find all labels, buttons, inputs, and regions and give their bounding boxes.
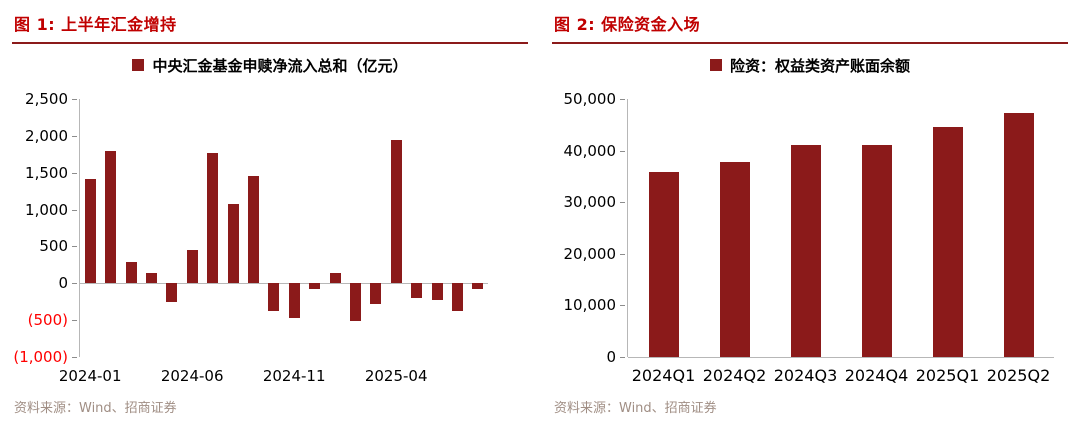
x-axis-tick-label: 2024-01 xyxy=(58,367,122,385)
x-axis-tick-label: 2025Q1 xyxy=(915,366,980,385)
y-axis-tick-label: 30,000 xyxy=(563,193,617,212)
figure-2-source: 资料来源：Wind、招商证券 xyxy=(554,401,717,416)
bar-2024-01 xyxy=(84,178,96,284)
figure-2-title: 图 2: 保险资金入场 xyxy=(554,15,701,34)
bar-2024-08 xyxy=(227,203,239,284)
y-axis-tick-mark xyxy=(72,320,77,322)
bar-2024-06 xyxy=(186,250,198,284)
figure-2-panel: 图 2: 保险资金入场 险资：权益类资产账面余额 50,000 40,000 30,… xyxy=(540,0,1080,442)
bar-2024-05 xyxy=(166,283,178,302)
y-axis-line xyxy=(79,99,80,357)
bar-2025-02 xyxy=(349,283,361,321)
y-axis-line xyxy=(627,99,628,357)
y-axis-tick-mark xyxy=(72,209,77,211)
x-axis-tick-label: 2024Q3 xyxy=(773,366,838,385)
y-axis-tick-mark xyxy=(620,305,625,307)
bar-2025-06 xyxy=(431,283,443,301)
huijin-net-inflow-bar-chart: 2,500 2,000 1,500 1,000 500 0 (500) (1,000) 2024… xyxy=(12,77,528,389)
x-axis-tick-label: 2025Q2 xyxy=(986,366,1051,385)
bar-2024Q1 xyxy=(648,171,679,357)
y-axis-tick-mark xyxy=(620,357,625,358)
x-axis-tick-label: 2024Q2 xyxy=(702,366,767,385)
y-axis-tick-label: 500 xyxy=(39,237,68,256)
y-axis-tick-mark xyxy=(72,172,77,174)
figure-2-legend: 险资：权益类资产账面余额 xyxy=(552,55,1068,75)
y-axis-tick-label: 10,000 xyxy=(563,296,617,315)
x-axis-tick-label: 2024Q1 xyxy=(631,366,696,385)
y-axis-tick-mark xyxy=(72,99,77,100)
figure-2-header: 图 2: 保险资金入场 xyxy=(552,6,1068,44)
bar-2024-03 xyxy=(125,261,137,284)
legend-swatch-icon xyxy=(132,59,145,71)
y-axis-tick-mark xyxy=(620,150,625,152)
bar-2024Q4 xyxy=(861,144,892,357)
y-axis-tick-mark xyxy=(72,135,77,137)
bar-2024-02 xyxy=(105,150,117,284)
zero-baseline xyxy=(628,357,1054,358)
bar-2025Q1 xyxy=(932,126,963,357)
figure-1-header: 图 1: 上半年汇金增持 xyxy=(12,6,528,44)
y-axis-tick-label: (500) xyxy=(27,311,68,330)
figure-1-legend-label: 中央汇金基金申赎净流入总和（亿元） xyxy=(152,56,408,75)
y-axis-tick-mark xyxy=(620,99,625,100)
bar-2025-05 xyxy=(411,283,423,299)
bar-2025-01 xyxy=(329,272,341,284)
figure-1-panel: 图 1: 上半年汇金增持 中央汇金基金申赎净流入总和（亿元） 2,500 2,00… xyxy=(12,6,528,416)
bar-2025-08 xyxy=(472,283,484,290)
y-axis-tick-label: 1,500 xyxy=(25,163,68,182)
legend-swatch-icon xyxy=(709,59,722,71)
y-axis-tick-label: 1,000 xyxy=(25,200,68,219)
bar-2024-11 xyxy=(288,283,300,318)
y-axis-tick-mark xyxy=(72,283,77,285)
y-axis-tick-label: 2,000 xyxy=(25,126,68,145)
y-axis-tick-mark xyxy=(620,253,625,255)
x-axis-tick-label: 2024-06 xyxy=(160,367,224,385)
bar-2024Q3 xyxy=(790,145,821,357)
insurance-equity-balance-bar-chart: 50,000 40,000 30,000 20,000 10,000 0 2024Q1 202… xyxy=(552,77,1068,389)
zero-baseline xyxy=(80,283,488,285)
bar-2025-04 xyxy=(390,140,402,284)
y-axis-tick-label: 20,000 xyxy=(563,244,617,263)
x-axis-tick-label: 2024-11 xyxy=(262,367,326,385)
bar-2025Q2 xyxy=(1003,112,1034,357)
bar-2024-07 xyxy=(207,152,219,284)
y-axis-tick-label: 0 xyxy=(58,274,68,293)
y-axis-tick-label: 50,000 xyxy=(563,90,617,108)
y-axis-tick-label: 2,500 xyxy=(25,90,68,108)
figure-2-legend-label: 险资：权益类资产账面余额 xyxy=(729,56,910,75)
figure-1-legend: 中央汇金基金申赎净流入总和（亿元） xyxy=(12,55,528,75)
bar-2024-12 xyxy=(309,283,321,290)
y-axis-tick-mark xyxy=(72,357,77,358)
x-axis-tick-label: 2025-04 xyxy=(364,367,428,385)
bar-2024-10 xyxy=(268,283,280,312)
y-axis-tick-mark xyxy=(72,246,77,248)
x-axis-tick-label: 2024Q4 xyxy=(844,366,909,385)
figure-1-title: 图 1: 上半年汇金增持 xyxy=(14,15,177,34)
bar-2025-03 xyxy=(370,283,382,304)
bar-2024Q2 xyxy=(719,162,750,357)
y-axis-tick-label: 0 xyxy=(606,348,616,366)
bar-2025-07 xyxy=(451,283,463,311)
y-axis-tick-label: 40,000 xyxy=(563,141,617,160)
y-axis-tick-label: (1,000) xyxy=(13,348,68,366)
bar-2024-09 xyxy=(247,175,259,284)
bar-2024-04 xyxy=(145,272,157,284)
y-axis-tick-mark xyxy=(620,202,625,204)
figure-1-source: 资料来源：Wind、招商证券 xyxy=(14,401,177,416)
